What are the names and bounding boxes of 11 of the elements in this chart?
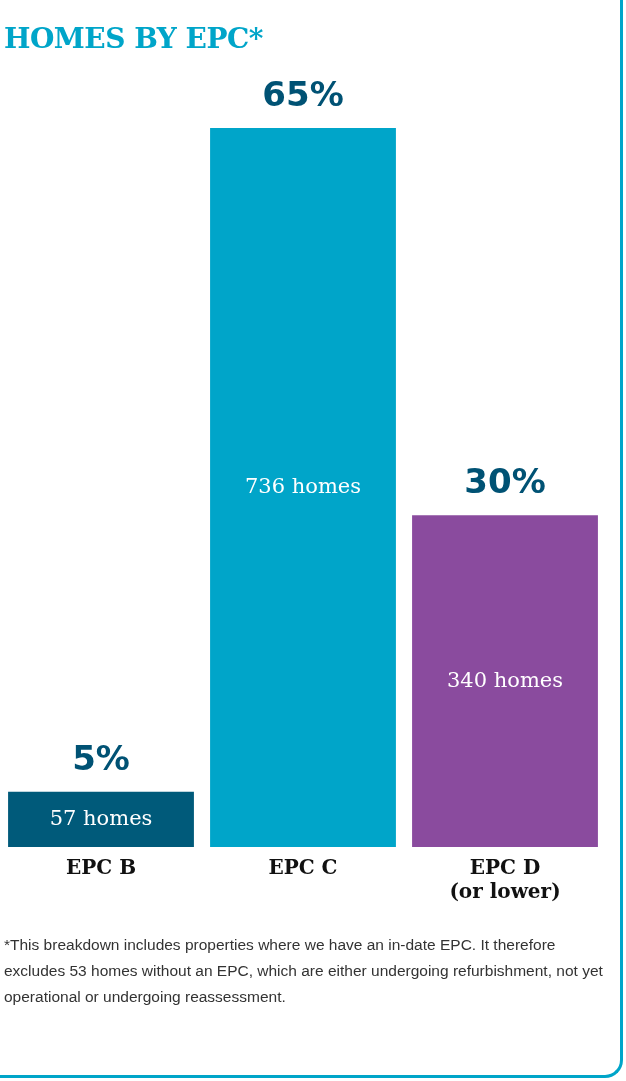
annotation: 736 homes [244,473,362,498]
annotation: 340 homes [446,667,564,692]
annotation: 57 homes [49,805,153,830]
data-label: 65% [262,73,344,114]
data-label: 30% [464,460,546,501]
x-tick-label: EPC B [65,855,137,880]
text: *This breakdown includes properties where we have an in-date EPC. It therefore excludes 53 homes without an EPC, which are either undergoing refurbishment, not yet operational or undergoing reassessment. [4,935,604,1007]
x-tick-label: EPC D (or lower) [449,855,561,904]
data-label: 5% [72,737,130,778]
x-tick-label: EPC C [268,855,338,880]
chart-title: HOMES BY EPC* [4,22,263,55]
